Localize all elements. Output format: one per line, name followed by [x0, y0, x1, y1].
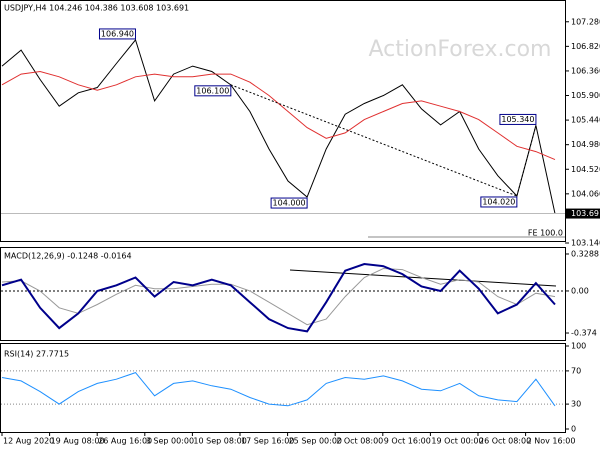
x-tick-label: 12 Aug 2020 — [3, 437, 54, 446]
price-label: 106.100 — [196, 86, 229, 95]
panel-title: MACD(12,26,9) -0.1248 -0.0164 — [4, 252, 132, 261]
y-tick-label: 105.440 — [571, 116, 600, 125]
price-label-box — [194, 85, 232, 97]
x-tick-label: 2 Nov 16:00 — [527, 437, 576, 446]
macd-panel — [0, 247, 566, 341]
y-tick-label: 106.360 — [571, 66, 600, 75]
price-label: 104.020 — [482, 197, 515, 206]
y-tick-label: 104.060 — [571, 189, 600, 198]
y-tick-label: 104.980 — [571, 140, 600, 149]
price-label-box — [499, 113, 537, 125]
x-tick-label: 25 Sep 00:00 — [289, 437, 342, 446]
y-tick-label: 107.280 — [571, 17, 600, 26]
y-tick-label: 30 — [571, 400, 581, 409]
rsi-panel — [0, 343, 566, 433]
price-label: 105.340 — [501, 115, 534, 124]
y-tick-label: 0.00 — [571, 286, 589, 295]
series-line — [1, 262, 556, 333]
price-label-box — [98, 28, 136, 40]
y-tick-label: 100 — [571, 342, 586, 351]
series-line — [1, 267, 556, 326]
y-tick-label: 104.520 — [571, 165, 600, 174]
price-panel — [0, 0, 566, 242]
x-tick-label: 26 Aug 16:00 — [98, 437, 152, 446]
watermark: ActionForex.com — [369, 37, 552, 62]
x-tick-label: 9 Oct 16:00 — [384, 437, 431, 446]
fib-line — [516, 125, 537, 197]
x-tick-label: 19 Oct 00:00 — [431, 437, 483, 446]
last-price-label: 103.691 — [571, 209, 600, 218]
y-tick-label: -0.374 — [571, 329, 597, 338]
price-label-box — [270, 197, 308, 209]
y-tick-label: 0 — [571, 425, 576, 434]
y-tick-label: 0.3288 — [571, 249, 599, 258]
series-line — [1, 38, 556, 214]
panel-title: RSI(14) 27.7715 — [4, 350, 69, 359]
fe-label: FE 100.0 — [528, 229, 563, 238]
x-tick-label: 2 Oct 08:00 — [336, 437, 383, 446]
price-label: 106.940 — [101, 29, 134, 38]
fib-line — [230, 84, 518, 197]
x-tick-label: 3 Sep 00:00 — [146, 437, 194, 446]
series-line — [1, 70, 556, 161]
last-price-box — [566, 208, 600, 219]
x-tick-label: 26 Oct 08:00 — [479, 437, 531, 446]
price-label-box — [480, 196, 518, 208]
x-tick-label: 19 Aug 08:00 — [51, 437, 105, 446]
y-tick-label: 103.140 — [571, 239, 600, 248]
y-tick-label: 70 — [571, 366, 581, 375]
x-tick-label: 10 Sep 08:00 — [193, 437, 246, 446]
panel-title: USDJPY,H4 104.246 104.386 103.608 103.69… — [4, 4, 189, 13]
y-tick-label: 105.900 — [571, 91, 600, 100]
price-label: 104.000 — [273, 199, 306, 208]
y-tick-label: 106.820 — [571, 42, 600, 51]
x-tick-label: 17 Sep 16:00 — [241, 437, 294, 446]
series-line — [1, 372, 556, 407]
